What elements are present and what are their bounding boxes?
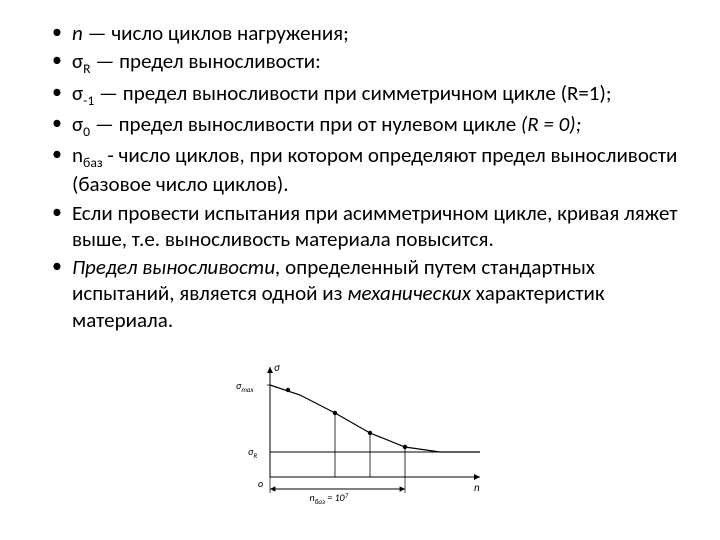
- svg-text:σR: σR: [248, 445, 257, 460]
- svg-text:o: o: [258, 477, 263, 490]
- symbol: σ: [72, 48, 83, 74]
- definition-text: - число циклов, при котором определяют п…: [72, 142, 677, 197]
- definition-list: n — число циклов нагружения; σR — предел…: [30, 20, 690, 333]
- symbol: σ: [72, 111, 83, 137]
- symbol: n: [72, 142, 83, 168]
- svg-text:nбаз = 107: nбаз = 107: [310, 491, 349, 506]
- symbol: n: [72, 20, 83, 46]
- definition-text: — предел выносливости:: [91, 48, 321, 74]
- definition-text: — предел выносливости при от нулевом цик…: [90, 111, 521, 137]
- svg-text:n: n: [474, 481, 480, 494]
- term-italic: Предел выносливости,: [72, 254, 280, 280]
- list-item: nбаз - число циклов, при котором определ…: [72, 142, 690, 198]
- symbol: σ: [72, 80, 83, 106]
- term-italic: механических: [347, 280, 471, 306]
- svg-text:σmax: σmax: [236, 379, 254, 394]
- list-item: Если провести испытания при асимметрично…: [72, 200, 690, 253]
- list-item: σR — предел выносливости:: [72, 48, 690, 77]
- chart-container: σ n o σmax σR nбаз = 107: [30, 357, 690, 507]
- list-item: σ-1 — предел выносливости при симметричн…: [72, 80, 690, 109]
- list-item: n — число циклов нагружения;: [72, 20, 690, 46]
- fatigue-curve-chart: σ n o σmax σR nбаз = 107: [230, 357, 490, 507]
- svg-text:σ: σ: [274, 361, 281, 374]
- tail-italic: (R = 0);: [521, 111, 581, 137]
- definition-text: Если провести испытания при асимметрично…: [72, 200, 677, 252]
- subscript: баз: [83, 154, 103, 171]
- definition-text: — предел выносливости при симметричном ц…: [94, 80, 611, 106]
- definition-text: — число циклов нагружения;: [83, 20, 349, 46]
- subscript: -1: [83, 92, 94, 109]
- list-item: Предел выносливости, определенный путем …: [72, 254, 690, 333]
- subscript: R: [83, 60, 90, 77]
- list-item: σ0 — предел выносливости при от нулевом …: [72, 111, 690, 140]
